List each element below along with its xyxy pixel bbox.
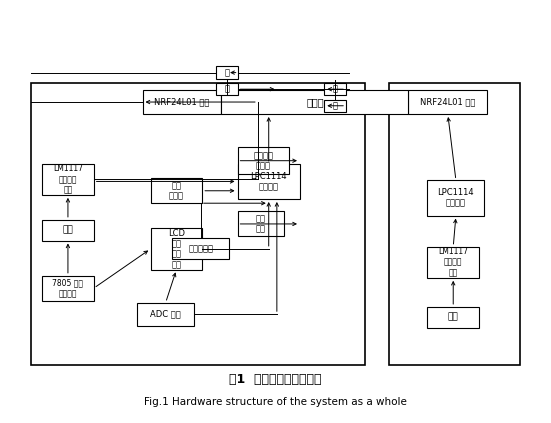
Bar [325, 83, 346, 96]
Bar [222, 90, 408, 114]
Text: 电源: 电源 [63, 225, 73, 235]
Text: 发: 发 [333, 85, 338, 93]
Text: 发: 发 [224, 85, 229, 93]
Bar [428, 247, 479, 278]
Text: Fig.1 Hardware structure of the system as a whole: Fig.1 Hardware structure of the system a… [144, 397, 407, 407]
Text: 人体红外
感应器: 人体红外 感应器 [253, 151, 273, 170]
Bar [216, 83, 237, 96]
Bar [408, 90, 487, 114]
Text: 温度传感器: 温度传感器 [188, 244, 213, 253]
Bar [325, 99, 346, 112]
Bar [237, 147, 289, 174]
Text: LPC1114
主控制器: LPC1114 主控制器 [250, 172, 287, 191]
Text: LCD
现场
数据
显示: LCD 现场 数据 显示 [168, 229, 185, 269]
Text: 收: 收 [333, 101, 338, 110]
Bar [428, 180, 484, 216]
Bar [237, 212, 284, 236]
Text: LM1117
电压转换
芯片: LM1117 电压转换 芯片 [53, 165, 83, 194]
Text: 发: 发 [224, 68, 229, 77]
Bar [428, 307, 479, 327]
Text: 数据流: 数据流 [306, 97, 323, 107]
Text: 其他
外设: 其他 外设 [256, 214, 266, 233]
Text: 图1  系统整体硬件结构图: 图1 系统整体硬件结构图 [229, 373, 322, 386]
Bar [42, 276, 94, 301]
Bar [150, 228, 202, 269]
Text: LM1117
电压转换
芯片: LM1117 电压转换 芯片 [438, 247, 468, 277]
Text: NRF24L01 模块: NRF24L01 模块 [420, 98, 476, 107]
Text: NRF24L01 模块: NRF24L01 模块 [154, 98, 209, 107]
Bar [143, 90, 222, 114]
Text: 电源: 电源 [448, 313, 458, 322]
Text: 7805 电压
转换芯片: 7805 电压 转换芯片 [52, 278, 83, 298]
Bar [237, 164, 300, 199]
Bar [216, 66, 237, 79]
Text: ADC 模块: ADC 模块 [150, 310, 181, 319]
Text: LPC1114
主控制器: LPC1114 主控制器 [437, 188, 474, 208]
Bar [150, 179, 202, 203]
Bar [137, 303, 194, 326]
Bar [31, 83, 365, 365]
Bar [42, 164, 94, 195]
Bar [172, 239, 229, 259]
Text: 霍尔
传感器: 霍尔 传感器 [169, 181, 184, 201]
Bar [42, 220, 94, 241]
Bar [390, 83, 520, 365]
